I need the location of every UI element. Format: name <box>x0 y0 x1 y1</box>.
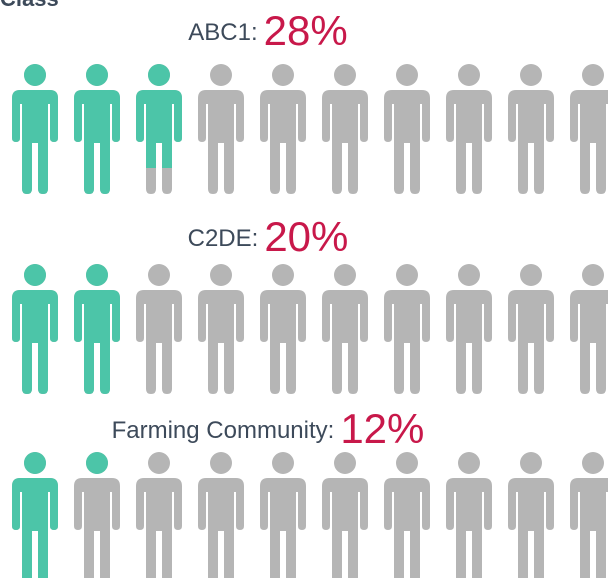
person-icon <box>446 264 492 394</box>
person-icon <box>136 64 182 194</box>
person-icon <box>384 64 430 194</box>
value-label: 20% <box>264 213 348 260</box>
row-label: C2DE: 20% <box>188 213 349 260</box>
person-icon <box>384 264 430 394</box>
person-icon <box>322 264 368 394</box>
person-icon <box>198 452 244 578</box>
person-icon <box>136 264 182 394</box>
person-icon <box>12 264 58 394</box>
person-icon <box>322 452 368 578</box>
chart-title: Class <box>0 0 59 11</box>
person-icon <box>136 452 182 578</box>
person-icon <box>508 264 554 394</box>
category-label: C2DE: <box>188 225 259 252</box>
value-label: 12% <box>340 405 424 452</box>
person-icon <box>74 264 120 394</box>
category-label: Farming Community: <box>112 417 335 444</box>
person-icon <box>74 452 120 578</box>
category-label: ABC1: <box>188 19 257 46</box>
row-label: ABC1: 28% <box>188 7 347 54</box>
value-label: 28% <box>264 7 348 54</box>
row-label: Farming Community: 12% <box>112 405 425 452</box>
person-icon <box>12 452 58 578</box>
person-icon <box>198 264 244 394</box>
person-icon <box>260 452 306 578</box>
person-icon <box>384 452 430 578</box>
person-icon <box>74 64 120 194</box>
person-icon <box>508 452 554 578</box>
person-icon <box>260 264 306 394</box>
person-icon <box>12 64 58 194</box>
person-icon <box>508 64 554 194</box>
person-icon <box>260 64 306 194</box>
person-icon <box>446 452 492 578</box>
person-icon <box>446 64 492 194</box>
person-icon <box>570 264 608 394</box>
person-icon <box>322 64 368 194</box>
person-icon <box>570 64 608 194</box>
person-icon <box>198 64 244 194</box>
person-icon <box>570 452 608 578</box>
